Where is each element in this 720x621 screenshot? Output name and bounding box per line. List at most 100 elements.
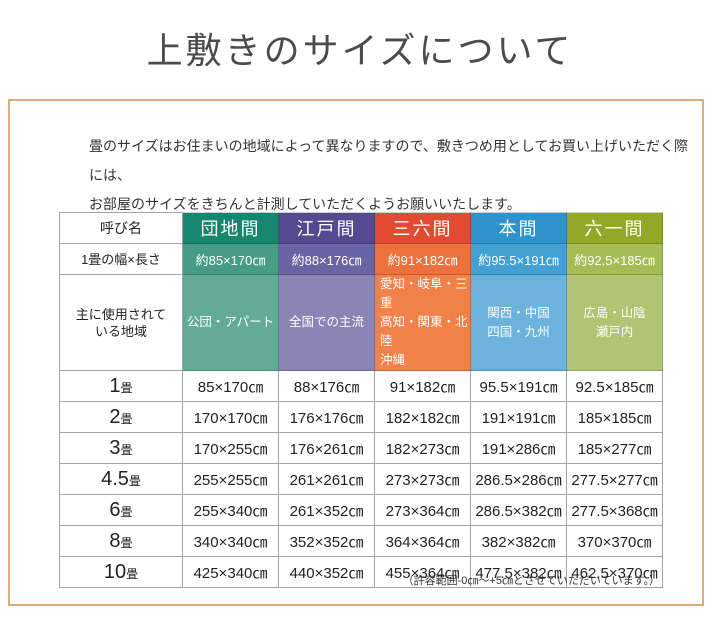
column-header-honma: 本間 xyxy=(470,212,567,244)
table-row-6jo: 6畳 255×340㎝ 261×352㎝ 273×364㎝ 286.5×382㎝… xyxy=(59,494,663,526)
region-line: 広島・山陰 xyxy=(583,305,646,320)
dimension-cell: 191×191㎝ xyxy=(470,401,567,433)
region-line: 四国・九州 xyxy=(487,324,550,339)
column-header-rokuichima: 六一間 xyxy=(566,212,663,244)
page-title: 上敷きのサイズについて xyxy=(146,31,574,72)
dimension-cell: 261×261㎝ xyxy=(278,463,375,495)
mat-count: 3 xyxy=(109,436,121,459)
dimension-cell: 440×352㎝ xyxy=(278,556,375,588)
dimension-cell: 455×364㎝ xyxy=(374,556,471,588)
dimension-cell: 286.5×286㎝ xyxy=(470,463,567,495)
row-label: 3畳 xyxy=(59,432,183,464)
region-line: 公団・アパート xyxy=(186,315,275,329)
column-header-danchima: 団地間 xyxy=(182,212,279,244)
dimension-cell: 477.5×382㎝ xyxy=(470,556,567,588)
dimension-cell: 286.5×382㎝ xyxy=(470,494,567,526)
row-label: 1畳 xyxy=(59,370,183,402)
dimension-cell: 255×340㎝ xyxy=(182,494,279,526)
region-line: 高知・関東・北陸 xyxy=(380,315,468,348)
row-label-size: 1畳の幅×長さ xyxy=(59,243,183,275)
dimension-cell: 91×182㎝ xyxy=(374,370,471,402)
dimension-cell: 277.5×277㎝ xyxy=(566,463,663,495)
mat-unit: 畳 xyxy=(120,535,133,550)
dimension-cell: 170×255㎝ xyxy=(182,432,279,464)
mat-count: 2 xyxy=(109,405,121,428)
dimension-cell: 370×370㎝ xyxy=(566,525,663,557)
dimension-cell: 176×261㎝ xyxy=(278,432,375,464)
table-row-1jo: 1畳 85×170㎝ 88×176㎝ 91×182㎝ 95.5×191㎝ 92.… xyxy=(59,370,663,402)
row-label: 6畳 xyxy=(59,494,183,526)
dimension-cell: 92.5×185㎝ xyxy=(566,370,663,402)
dimension-cell: 176×176㎝ xyxy=(278,401,375,433)
size-cell: 約95.5×191㎝ xyxy=(470,243,567,275)
row-label: 10畳 xyxy=(59,556,183,588)
mat-size-row: 1畳の幅×長さ 約85×170㎝ 約88×176㎝ 約91×182㎝ 約95.5… xyxy=(59,243,663,275)
dimension-cell: 382×382㎝ xyxy=(470,525,567,557)
region-line: 全国での主流 xyxy=(288,315,364,329)
table-row-8jo: 8畳 340×340㎝ 352×352㎝ 364×364㎝ 382×382㎝ 3… xyxy=(59,525,663,557)
column-header-sabuma: 三六間 xyxy=(374,212,471,244)
region-line: 瀬戸内 xyxy=(595,324,634,339)
dimension-cell: 255×255㎝ xyxy=(182,463,279,495)
region-cell: 愛知・岐阜・三重 高知・関東・北陸 沖縄 xyxy=(374,274,471,371)
dimension-cell: 170×170㎝ xyxy=(182,401,279,433)
size-cell: 約88×176㎝ xyxy=(278,243,375,275)
dimension-cell: 85×170㎝ xyxy=(182,370,279,402)
footnote: （許容範囲-0㎝〜+5㎝とさせていただいています。） xyxy=(402,575,660,587)
dimension-cell: 191×286㎝ xyxy=(470,432,567,464)
dimension-cell: 88×176㎝ xyxy=(278,370,375,402)
description-line-2: お部屋のサイズをきちんと計測していただくようお願いいたします。 xyxy=(89,196,521,212)
dimension-cell: 273×273㎝ xyxy=(374,463,471,495)
dimension-cell: 182×182㎝ xyxy=(374,401,471,433)
row-label-region-line2: いる地域 xyxy=(94,323,147,339)
dimension-cell: 185×277㎝ xyxy=(566,432,663,464)
description: 畳のサイズはお住まいの地域によって異なりますので、敷きつめ用としてお買い上げいた… xyxy=(89,132,702,219)
region-cell: 全国での主流 xyxy=(278,274,375,371)
mat-unit: 畳 xyxy=(120,380,133,395)
size-cell: 約85×170㎝ xyxy=(182,243,279,275)
table-row-4-5jo: 4.5畳 255×255㎝ 261×261㎝ 273×273㎝ 286.5×28… xyxy=(59,463,663,495)
column-header-edoma: 江戸間 xyxy=(278,212,375,244)
region-cell: 公団・アパート xyxy=(182,274,279,371)
mat-count: 4.5 xyxy=(101,467,129,490)
description-line-1: 畳のサイズはお住まいの地域によって異なりますので、敷きつめ用としてお買い上げいた… xyxy=(89,138,689,183)
content-panel: 畳のサイズはお住まいの地域によって異なりますので、敷きつめ用としてお買い上げいた… xyxy=(8,99,704,606)
mat-count: 8 xyxy=(109,529,121,552)
row-label-region-line1: 主に使用されて xyxy=(75,306,167,322)
dimension-cell: 425×340㎝ xyxy=(182,556,279,588)
corner-cell: 呼び名 xyxy=(59,212,183,244)
mat-unit: 畳 xyxy=(120,411,133,426)
table-row-10jo: 10畳 425×340㎝ 440×352㎝ 455×364㎝ 477.5×382… xyxy=(59,556,663,588)
dimension-cell: 95.5×191㎝ xyxy=(470,370,567,402)
mat-unit: 畳 xyxy=(128,473,141,488)
dimension-cell: 462.5×370㎝ xyxy=(566,556,663,588)
tatami-size-table: 呼び名 団地間 江戸間 三六間 本間 六一間 1畳の幅×長さ 約85×170㎝ … xyxy=(59,212,663,588)
dimension-cell: 277.5×368㎝ xyxy=(566,494,663,526)
mat-count: 1 xyxy=(109,374,121,397)
region-cell: 関西・中国 四国・九州 xyxy=(470,274,567,371)
dimension-cell: 340×340㎝ xyxy=(182,525,279,557)
row-label: 2畳 xyxy=(59,401,183,433)
mat-unit: 畳 xyxy=(126,566,139,581)
mat-count: 6 xyxy=(109,498,121,521)
table-row-3jo: 3畳 170×255㎝ 176×261㎝ 182×273㎝ 191×286㎝ 1… xyxy=(59,432,663,464)
dimension-cell: 273×364㎝ xyxy=(374,494,471,526)
region-cell: 広島・山陰 瀬戸内 xyxy=(566,274,663,371)
mat-count: 10 xyxy=(103,560,127,583)
region-line: 関西・中国 xyxy=(487,305,550,320)
mat-unit: 畳 xyxy=(120,442,133,457)
size-cell: 約91×182㎝ xyxy=(374,243,471,275)
dimension-cell: 185×185㎝ xyxy=(566,401,663,433)
region-line: 沖縄 xyxy=(380,353,406,367)
region-line: 愛知・岐阜・三重 xyxy=(380,277,468,310)
table-row-2jo: 2畳 170×170㎝ 176×176㎝ 182×182㎝ 191×191㎝ 1… xyxy=(59,401,663,433)
dimension-cell: 364×364㎝ xyxy=(374,525,471,557)
dimension-cell: 352×352㎝ xyxy=(278,525,375,557)
row-label: 8畳 xyxy=(59,525,183,557)
region-row: 主に使用されて いる地域 公団・アパート 全国での主流 愛知・岐阜・三重 高知・… xyxy=(59,274,663,371)
row-label-region: 主に使用されて いる地域 xyxy=(59,274,183,371)
dimension-cell: 261×352㎝ xyxy=(278,494,375,526)
size-cell: 約92.5×185㎝ xyxy=(566,243,663,275)
row-label: 4.5畳 xyxy=(59,463,183,495)
